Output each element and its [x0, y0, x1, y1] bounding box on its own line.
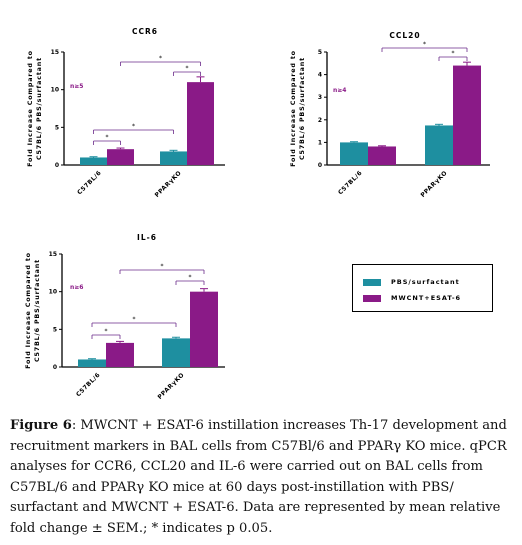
y-tick-label: 15	[49, 251, 57, 258]
significance-star: *	[106, 134, 109, 141]
chart-title: CCR6	[132, 27, 158, 36]
significance-star: *	[186, 65, 189, 72]
charts-canvas: CCR6 Fold Increase Compared toC57BL/6 PBS…	[24, 27, 490, 401]
legend-swatch-pbs	[363, 278, 381, 286]
y-tick-label: 0	[53, 364, 57, 371]
x-tick-label: PPARγKO	[154, 169, 183, 198]
y-tick-label: 5	[53, 326, 57, 333]
y-tick-label: 10	[51, 87, 59, 94]
y-axis-label: Fold Increase Compared toC57BL/6 PBS/sur…	[289, 50, 306, 167]
y-tick-label: 1	[318, 139, 322, 146]
bar-pbs-surfactant	[425, 125, 453, 165]
bar-pbs-surfactant	[340, 142, 368, 165]
n-label: n≥4	[333, 87, 346, 94]
x-tick-label: C57BL/6	[75, 371, 102, 398]
significance-star: *	[159, 55, 162, 62]
y-tick-label: 0	[318, 162, 322, 169]
significance-star: *	[423, 41, 426, 48]
significance-star: *	[161, 263, 164, 270]
y-tick-label: 3	[318, 94, 322, 101]
bar-mwcnt-esat-6	[106, 342, 134, 367]
legend-item-mwcnt: MWCNT+ESAT-6	[363, 293, 461, 303]
caption-text: : MWCNT + ESAT-6 instillation increases …	[10, 418, 507, 536]
bar-pbs-surfactant	[78, 359, 106, 367]
chart-title: CCL20	[389, 31, 420, 40]
y-tick-label: 4	[318, 72, 322, 79]
figure-label: Figure 6	[10, 418, 72, 433]
bar-mwcnt-esat-6	[453, 65, 481, 165]
significance-star: *	[452, 50, 455, 57]
y-tick-label: 5	[318, 49, 322, 56]
y-axis-label: Fold Increase Compared toC57BL/6 PBS/sur…	[26, 50, 43, 167]
n-label: n≥5	[70, 83, 83, 90]
y-tick-label: 0	[55, 162, 59, 169]
legend-label-mwcnt: MWCNT+ESAT-6	[391, 294, 462, 302]
significance-star: *	[132, 123, 135, 130]
legend-label-pbs: PBS/surfactant	[391, 278, 460, 286]
bar-pbs-surfactant	[162, 338, 190, 367]
x-tick-label: C57BL/6	[76, 169, 103, 196]
n-label: n≥6	[70, 284, 83, 291]
bar-pbs-surfactant	[80, 157, 107, 165]
y-axis-label: Fold Increase Compared toC57BL/6 PBS/sur…	[24, 252, 41, 369]
chart-title: IL-6	[137, 233, 157, 242]
y-tick-label: 5	[55, 124, 59, 131]
x-tick-label: C57BL/6	[337, 169, 364, 196]
y-tick-label: 2	[318, 117, 322, 124]
legend-swatch-mwcnt	[363, 294, 381, 302]
figure-caption: Figure 6: MWCNT + ESAT-6 instillation in…	[10, 416, 514, 539]
legend: PBS/surfactant MWCNT+ESAT-6	[352, 264, 493, 312]
bar-mwcnt-esat-6	[187, 82, 214, 165]
y-tick-label: 15	[51, 49, 59, 56]
significance-star: *	[133, 316, 136, 323]
bar-mwcnt-esat-6	[190, 291, 218, 367]
y-tick-label: 10	[49, 289, 57, 296]
significance-star: *	[105, 328, 108, 335]
significance-star: *	[189, 274, 192, 281]
x-tick-label: PPARγKO	[419, 169, 448, 198]
legend-item-pbs: PBS/surfactant	[363, 277, 460, 287]
bar-pbs-surfactant	[160, 151, 187, 165]
x-tick-label: PPARγKO	[156, 371, 185, 400]
bar-mwcnt-esat-6	[107, 149, 134, 165]
bar-mwcnt-esat-6	[368, 146, 396, 165]
